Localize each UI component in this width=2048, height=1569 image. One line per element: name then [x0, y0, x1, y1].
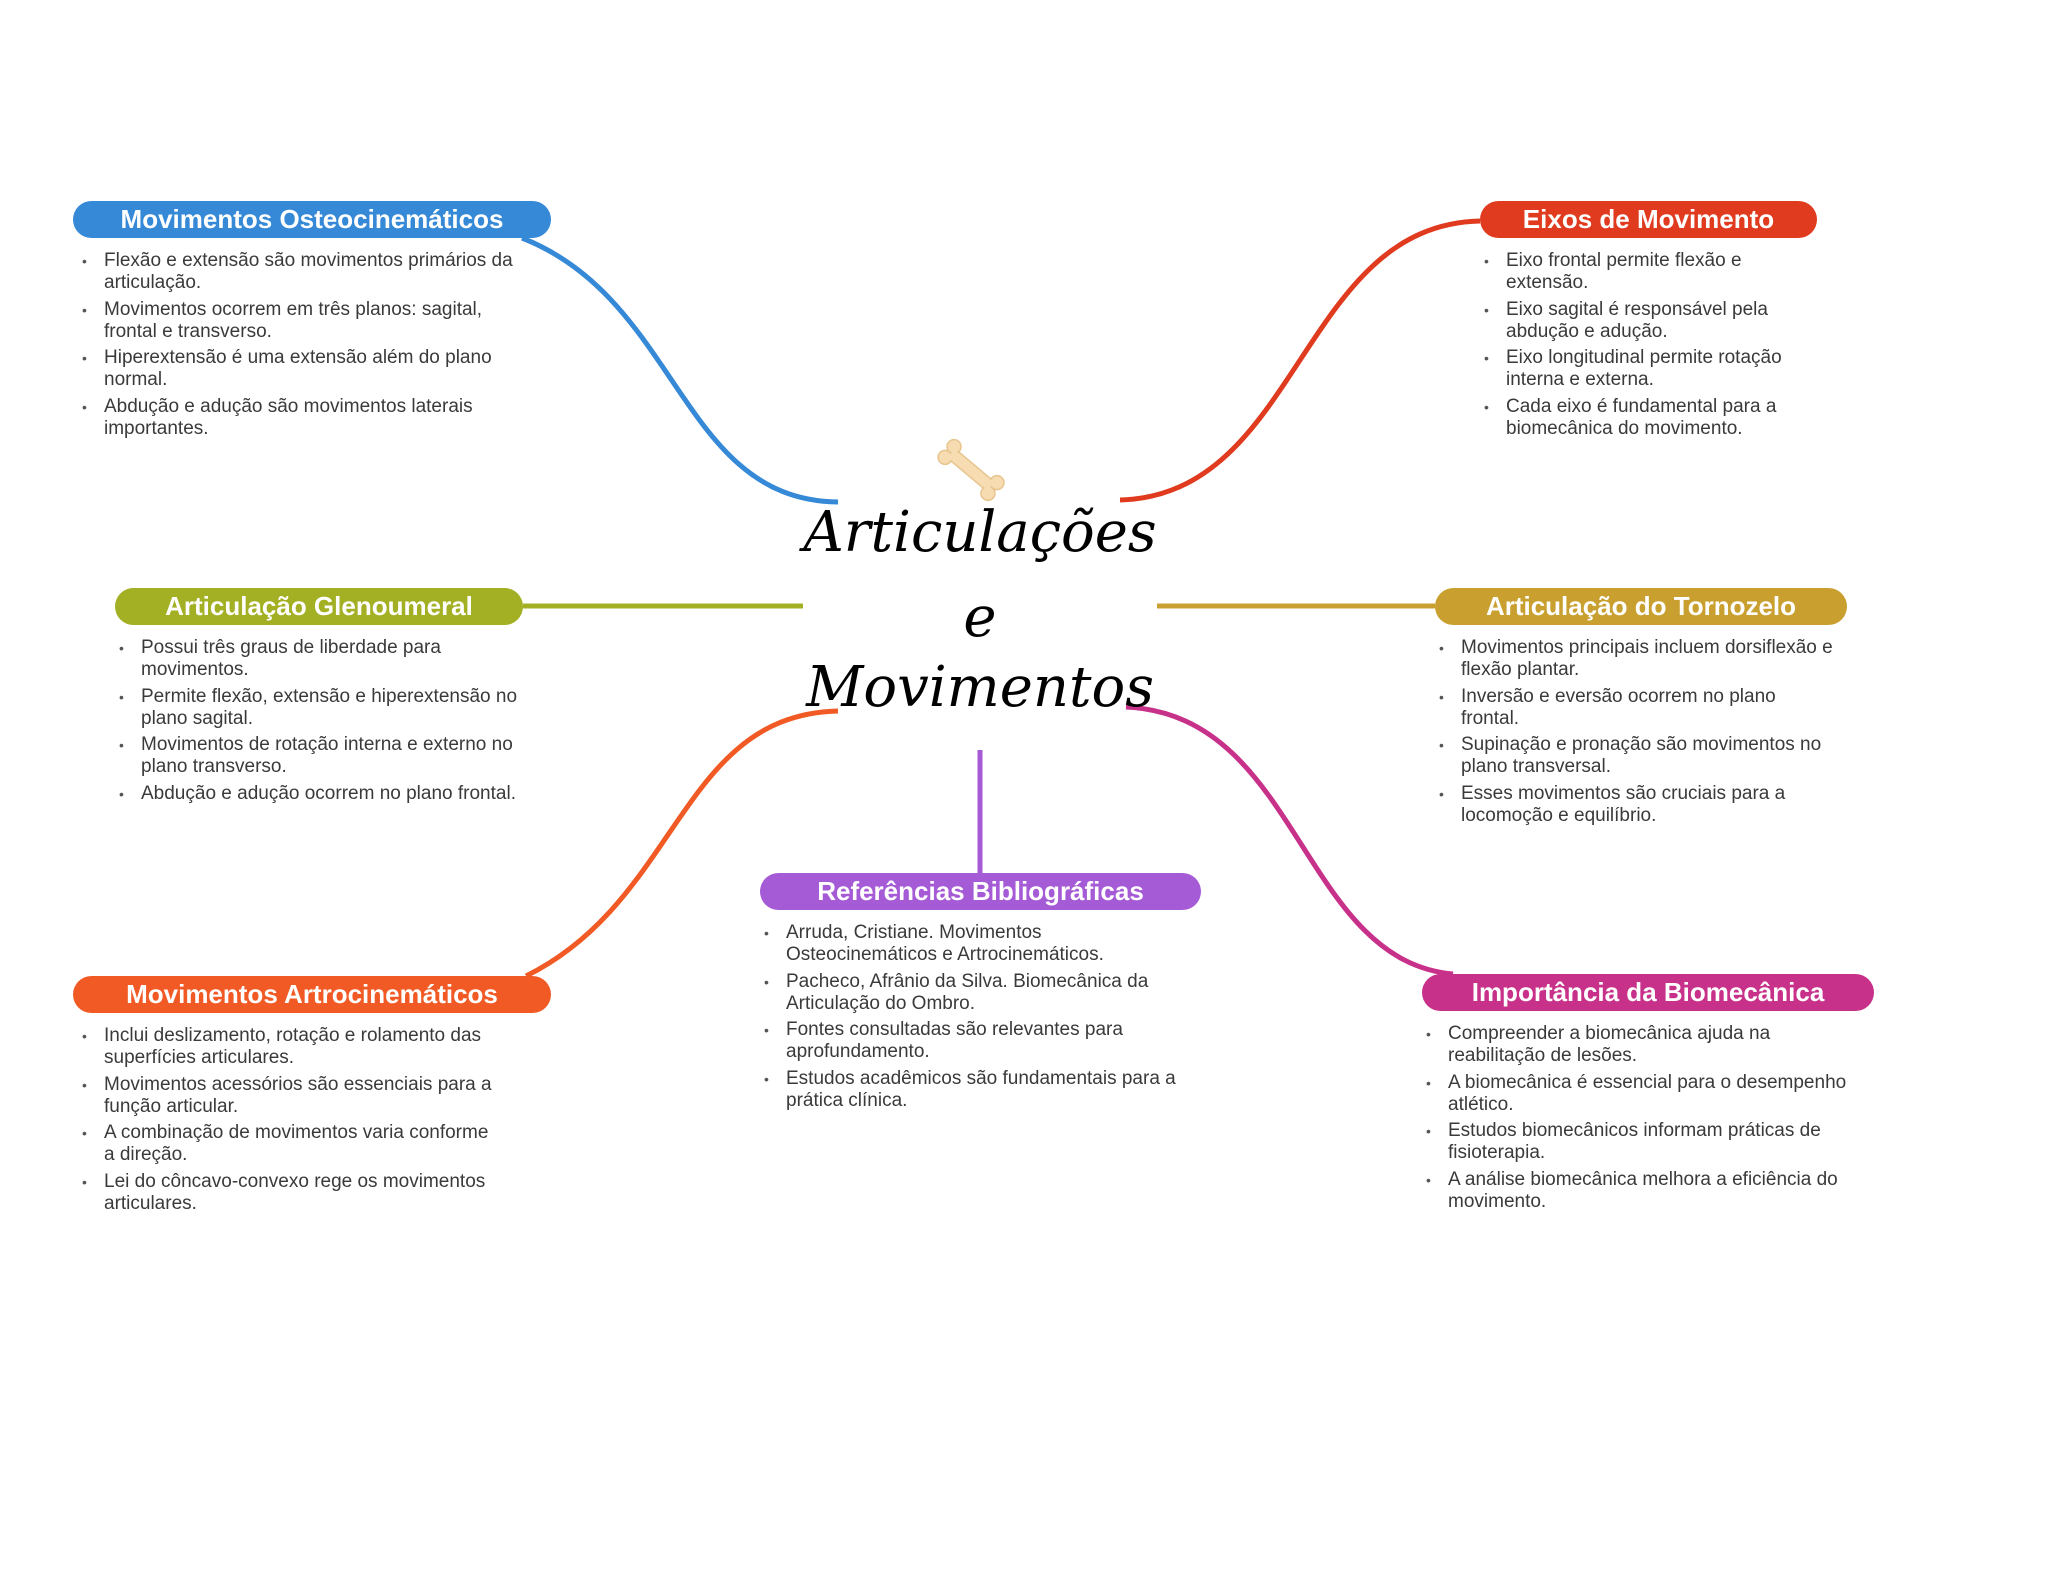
- connector-osteo: [521, 235, 839, 505]
- list-item: Cada eixo é fundamental para a biomecâni…: [1482, 396, 1822, 440]
- list-item: Compreender a biomecânica ajuda na reabi…: [1424, 1023, 1854, 1067]
- list-item: Eixo frontal permite flexão e extensão.: [1482, 250, 1822, 294]
- list-item: Possui três graus de liberdade para movi…: [117, 637, 537, 681]
- list-item: Arruda, Cristiane. Movimentos Osteocinem…: [762, 922, 1192, 966]
- list-item: A biomecânica é essencial para o desempe…: [1424, 1072, 1854, 1116]
- list-item: A análise biomecânica melhora a eficiênc…: [1424, 1169, 1854, 1213]
- list-item: Eixo longitudinal permite rotação intern…: [1482, 347, 1822, 391]
- list-item: A combinação de movimentos varia conform…: [80, 1122, 500, 1166]
- list-item: Abdução e adução ocorrem no plano fronta…: [117, 783, 537, 805]
- branch-items-biomecanica: Compreender a biomecânica ajuda na reabi…: [1424, 1023, 1854, 1217]
- list-item: Lei do côncavo-convexo rege os movimento…: [80, 1171, 500, 1215]
- branch-items-osteo: Flexão e extensão são movimentos primári…: [80, 250, 520, 444]
- branch-title-glenoumeral[interactable]: Articulação Glenoumeral: [115, 588, 523, 625]
- branch-title-artro[interactable]: Movimentos Artrocinemáticos: [73, 976, 551, 1013]
- central-title-line2: e: [963, 585, 997, 650]
- branch-items-artro: Inclui deslizamento, rotação e rolamento…: [80, 1025, 500, 1219]
- list-item: Pacheco, Afrânio da Silva. Biomecânica d…: [762, 971, 1192, 1015]
- list-item: Movimentos de rotação interna e externo …: [117, 734, 537, 778]
- central-title-line1: Articulações: [803, 500, 1157, 565]
- list-item: Supinação e pronação são movimentos no p…: [1437, 734, 1837, 778]
- bone-icon: [937, 438, 1005, 502]
- connector-biomecanica: [1125, 704, 1454, 977]
- central-title-line3: Movimentos: [806, 655, 1154, 720]
- list-item: Esses movimentos são cruciais para a loc…: [1437, 783, 1837, 827]
- list-item: Estudos acadêmicos são fundamentais para…: [762, 1068, 1192, 1112]
- branch-title-biomecanica[interactable]: Importância da Biomecânica: [1422, 974, 1874, 1011]
- branch-title-osteo[interactable]: Movimentos Osteocinemáticos: [73, 201, 551, 238]
- list-item: Eixo sagital é responsável pela abdução …: [1482, 299, 1822, 343]
- list-item: Flexão e extensão são movimentos primári…: [80, 250, 520, 294]
- branch-items-eixos: Eixo frontal permite flexão e extensão. E…: [1482, 250, 1822, 444]
- branch-items-glenoumeral: Possui três graus de liberdade para movi…: [117, 637, 537, 809]
- list-item: Hiperextensão é uma extensão além do pla…: [80, 347, 520, 391]
- branch-title-referencias[interactable]: Referências Bibliográficas: [760, 873, 1201, 910]
- branch-items-referencias: Arruda, Cristiane. Movimentos Osteocinem…: [762, 922, 1192, 1116]
- connector-artro: [524, 708, 839, 979]
- connector-eixos: [1119, 218, 1481, 503]
- list-item: Movimentos ocorrem em três planos: sagit…: [80, 299, 520, 343]
- list-item: Permite flexão, extensão e hiperextensão…: [117, 686, 537, 730]
- list-item: Fontes consultadas são relevantes para a…: [762, 1019, 1192, 1063]
- list-item: Movimentos principais incluem dorsiflexã…: [1437, 637, 1837, 681]
- branch-items-tornozelo: Movimentos principais incluem dorsiflexã…: [1437, 637, 1837, 831]
- list-item: Movimentos acessórios são essenciais par…: [80, 1074, 500, 1118]
- list-item: Inversão e eversão ocorrem no plano fron…: [1437, 686, 1837, 730]
- branch-title-eixos[interactable]: Eixos de Movimento: [1480, 201, 1817, 238]
- list-item: Estudos biomecânicos informam práticas d…: [1424, 1120, 1854, 1164]
- list-item: Abdução e adução são movimentos laterais…: [80, 396, 520, 440]
- branch-title-tornozelo[interactable]: Articulação do Tornozelo: [1435, 588, 1847, 625]
- list-item: Inclui deslizamento, rotação e rolamento…: [80, 1025, 500, 1069]
